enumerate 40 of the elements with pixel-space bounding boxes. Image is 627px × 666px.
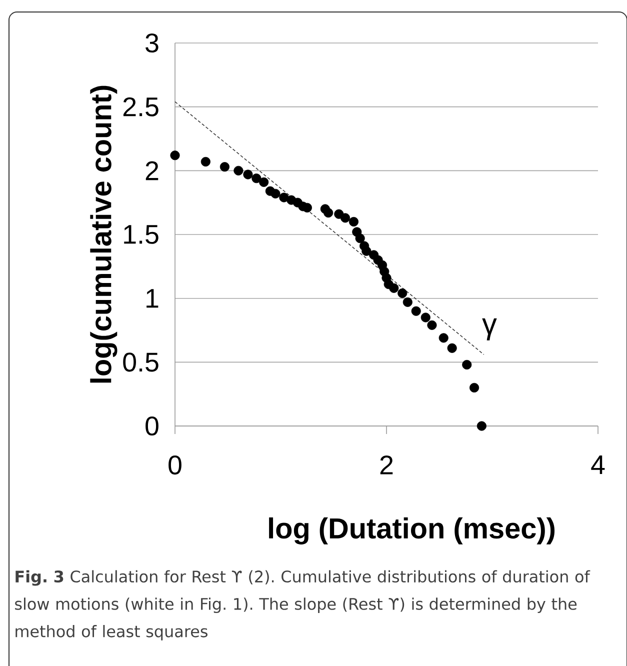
y-axis-title: log(cumulative count) bbox=[90, 86, 118, 383]
point bbox=[420, 312, 430, 322]
y-tick-label: 1.5 bbox=[124, 225, 158, 244]
point bbox=[348, 216, 359, 227]
point bbox=[243, 170, 253, 180]
point bbox=[220, 162, 230, 172]
point bbox=[402, 297, 412, 307]
x-tick-label: 4 bbox=[591, 456, 605, 474]
point bbox=[447, 343, 457, 353]
point bbox=[200, 156, 210, 167]
point bbox=[259, 177, 269, 187]
x-axis-title: log (Dutation (msec)) bbox=[269, 517, 555, 544]
point bbox=[462, 360, 472, 370]
point bbox=[362, 246, 372, 256]
point bbox=[398, 288, 408, 298]
point bbox=[469, 382, 480, 392]
point bbox=[234, 166, 244, 176]
y-tick-label: 1 bbox=[146, 289, 158, 308]
point bbox=[438, 333, 448, 343]
point bbox=[427, 320, 437, 330]
y-tick-label: 3 bbox=[146, 33, 158, 53]
y-tick-label: 2.5 bbox=[123, 97, 158, 116]
point bbox=[411, 306, 421, 316]
point bbox=[389, 283, 399, 293]
point bbox=[279, 192, 289, 202]
x-tick-label: 2 bbox=[380, 456, 393, 474]
point bbox=[302, 202, 312, 212]
x-tick-label: 0 bbox=[168, 456, 182, 475]
point bbox=[270, 188, 280, 198]
point bbox=[252, 174, 262, 184]
point bbox=[355, 234, 365, 244]
point bbox=[324, 208, 334, 218]
y-tick-label: 0.5 bbox=[123, 352, 158, 372]
point bbox=[170, 150, 180, 160]
point bbox=[476, 421, 486, 431]
point bbox=[340, 213, 350, 223]
y-tick-label: 0 bbox=[146, 416, 158, 436]
annotation: γ bbox=[482, 318, 497, 340]
y-tick-label: 2 bbox=[146, 161, 158, 180]
text: Fig. 3 Calculation for Rest ϒ (2). Cumulative distributions of duration of slow motions (white in Fig. 1). The slope (Rest ϒ) is determined by the method of least squares bbox=[15, 570, 590, 640]
